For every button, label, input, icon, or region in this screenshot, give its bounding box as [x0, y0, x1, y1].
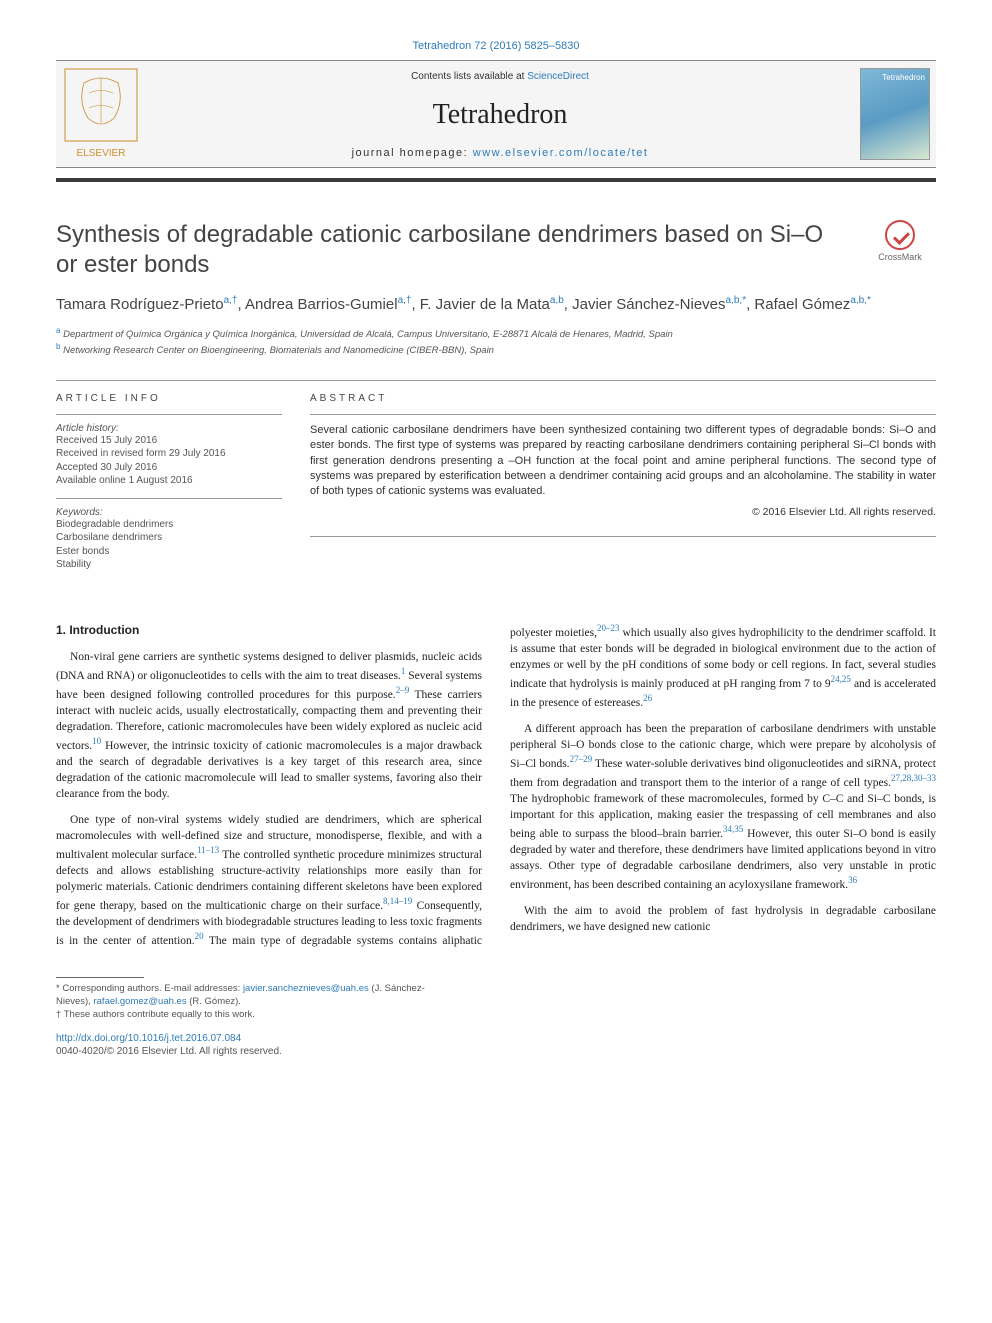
cover-image: Tetrahedron [860, 68, 930, 160]
keywords-label: Keywords: [56, 507, 282, 518]
paragraph: Non-viral gene carriers are synthetic sy… [56, 649, 482, 802]
ref-link[interactable]: 2–9 [396, 685, 410, 695]
article-title: Synthesis of degradable cationic carbosi… [56, 220, 846, 280]
journal-header: ELSEVIER Contents lists available at Sci… [56, 60, 936, 168]
keyword: Carbosilane dendrimers [56, 531, 282, 545]
history-line: Received 15 July 2016 [56, 434, 282, 448]
crossmark-badge[interactable]: CrossMark [864, 220, 936, 262]
email-link[interactable]: javier.sancheznieves@uah.es [243, 983, 369, 994]
paragraph: With the aim to avoid the problem of fas… [510, 903, 936, 935]
keyword: Ester bonds [56, 545, 282, 559]
keyword: Biodegradable dendrimers [56, 518, 282, 532]
abstract-copyright: © 2016 Elsevier Ltd. All rights reserved… [310, 506, 936, 518]
homepage-link[interactable]: www.elsevier.com/locate/tet [473, 147, 649, 159]
abstract-rule [310, 536, 936, 537]
footer-rule [56, 977, 144, 978]
footer-block: * Corresponding authors. E-mail addresse… [56, 977, 452, 1058]
author-affiliation-sup: a,b [550, 295, 564, 306]
corresponding-authors: * Corresponding authors. E-mail addresse… [56, 983, 452, 1009]
abstract-column: ABSTRACT Several cationic carbosilane de… [310, 381, 936, 572]
keywords-list: Biodegradable dendrimersCarbosilane dend… [56, 518, 282, 572]
elsevier-logo[interactable]: ELSEVIER [56, 61, 146, 167]
affiliation-line: a Department of Química Orgánica y Quími… [56, 325, 936, 341]
ref-link[interactable]: 26 [643, 693, 652, 703]
header-darkbar [56, 178, 936, 182]
body-columns: 1. Introduction Non-viral gene carriers … [56, 622, 936, 949]
history-label: Article history: [56, 423, 282, 434]
journal-cover[interactable]: Tetrahedron [854, 61, 936, 167]
author-affiliation-sup: a,b,* [726, 295, 747, 306]
journal-homepage: journal homepage: www.elsevier.com/locat… [352, 147, 649, 159]
abstract-heading: ABSTRACT [310, 381, 936, 415]
keyword: Stability [56, 558, 282, 572]
history-lines: Received 15 July 2016Received in revised… [56, 434, 282, 488]
ref-link[interactable]: 10 [92, 736, 101, 746]
equal-contribution-note: † These authors contribute equally to th… [56, 1009, 452, 1022]
corr-prefix: * Corresponding authors. E-mail addresse… [56, 983, 243, 994]
header-center: Contents lists available at ScienceDirec… [146, 61, 854, 167]
contents-available: Contents lists available at ScienceDirec… [411, 71, 589, 82]
ref-link[interactable]: 8,14–19 [383, 896, 412, 906]
affiliation-tag: a [56, 326, 60, 335]
author-affiliation-sup: a,† [224, 295, 238, 306]
history-line: Received in revised form 29 July 2016 [56, 447, 282, 461]
authors: Tamara Rodríguez-Prietoa,†, Andrea Barri… [56, 294, 936, 315]
homepage-prefix: journal homepage: [352, 147, 473, 159]
article-info-column: ARTICLE INFO Article history: Received 1… [56, 381, 282, 572]
author-affiliation-sup: a,† [398, 295, 412, 306]
svg-text:ELSEVIER: ELSEVIER [77, 148, 126, 159]
affiliations: a Department of Química Orgánica y Quími… [56, 325, 936, 358]
journal-name: Tetrahedron [433, 99, 568, 131]
affiliation-line: b Networking Research Center on Bioengin… [56, 341, 936, 357]
ref-link[interactable]: 27,28,30–33 [891, 773, 936, 783]
section-1-heading: 1. Introduction [56, 622, 482, 639]
doi-link[interactable]: http://dx.doi.org/10.1016/j.tet.2016.07.… [56, 1032, 452, 1046]
journal-reference[interactable]: Tetrahedron 72 (2016) 5825–5830 [56, 40, 936, 52]
history-line: Available online 1 August 2016 [56, 474, 282, 488]
abstract-text: Several cationic carbosilane dendrimers … [310, 423, 936, 500]
ref-link[interactable]: 20–23 [597, 623, 620, 633]
page: Tetrahedron 72 (2016) 5825–5830 ELSEVIER… [0, 0, 992, 1089]
ref-link[interactable]: 11–13 [197, 845, 219, 855]
email-link[interactable]: rafael.gomez@uah.es [93, 996, 186, 1007]
title-row: Synthesis of degradable cationic carbosi… [56, 220, 936, 280]
paragraph: A different approach has been the prepar… [510, 721, 936, 893]
article-info-heading: ARTICLE INFO [56, 381, 282, 415]
sciencedirect-link[interactable]: ScienceDirect [527, 71, 589, 82]
rights-line: 0040-4020/© 2016 Elsevier Ltd. All right… [56, 1045, 452, 1059]
ref-link[interactable]: 27–29 [570, 754, 593, 764]
ref-link[interactable]: 24,25 [831, 674, 851, 684]
info-abstract-block: ARTICLE INFO Article history: Received 1… [56, 380, 936, 572]
corr-name: (R. Gómez). [187, 996, 241, 1007]
affiliation-tag: b [56, 342, 60, 351]
ref-link[interactable]: 34,35 [723, 824, 743, 834]
ref-link[interactable]: 36 [848, 875, 857, 885]
body-text: With the aim to avoid the problem of fas… [510, 905, 936, 933]
contents-prefix: Contents lists available at [411, 71, 527, 82]
author-affiliation-sup: a,b,* [850, 295, 871, 306]
crossmark-label: CrossMark [878, 252, 922, 262]
keywords-block: Keywords: Biodegradable dendrimersCarbos… [56, 498, 282, 572]
crossmark-icon [885, 220, 915, 250]
body-text: However, the intrinsic toxicity of catio… [56, 740, 482, 800]
cover-title: Tetrahedron [882, 73, 925, 82]
history-line: Accepted 30 July 2016 [56, 461, 282, 475]
ref-link[interactable]: 20 [195, 931, 204, 941]
